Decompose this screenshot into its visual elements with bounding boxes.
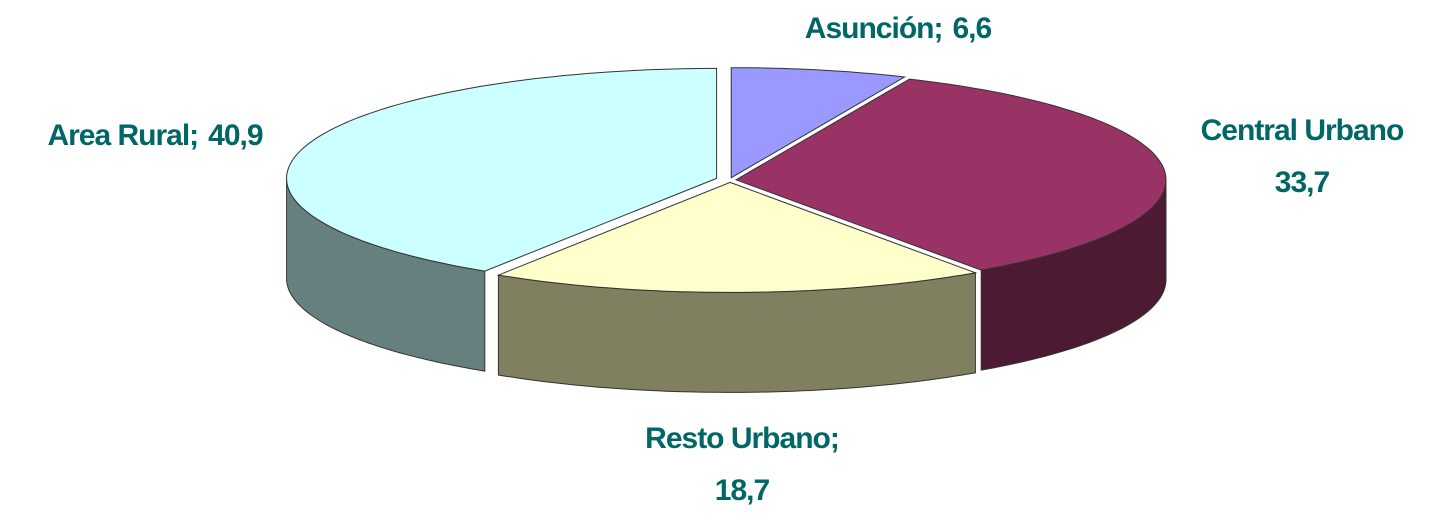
slice bbox=[734, 78, 1167, 271]
label-name: Central Urbano bbox=[1201, 114, 1404, 147]
tops bbox=[286, 67, 1167, 293]
data-label: Area Rural; 40,9 bbox=[47, 119, 262, 152]
data-label: 18,7 bbox=[715, 474, 770, 507]
data-label: Asunción; 6,6 bbox=[805, 12, 992, 45]
data-label: Central Urbano bbox=[1201, 114, 1404, 147]
slice bbox=[730, 67, 907, 179]
slice bbox=[496, 181, 978, 293]
label-value: 6,6 bbox=[952, 12, 991, 45]
data-label: 33,7 bbox=[1275, 166, 1330, 199]
sides bbox=[286, 178, 1167, 393]
slice bbox=[286, 67, 718, 272]
label-value: 18,7 bbox=[715, 474, 770, 507]
label-value: 33,7 bbox=[1275, 166, 1330, 199]
data-label: Resto Urbano; bbox=[645, 422, 839, 455]
label-name: Resto Urbano; bbox=[645, 422, 839, 455]
label-name: Asunción; bbox=[805, 12, 943, 45]
label-name: Area Rural; bbox=[47, 119, 198, 152]
label-value: 40,9 bbox=[208, 119, 263, 152]
